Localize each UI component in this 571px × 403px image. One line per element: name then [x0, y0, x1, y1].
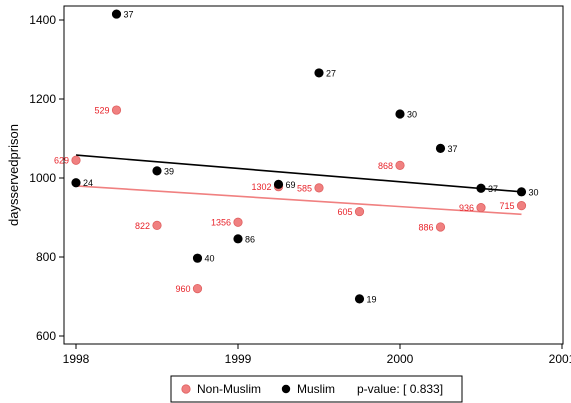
y-axis-title: daysservedprison [6, 124, 21, 226]
muslim-point [395, 109, 405, 119]
legend-non-muslim-marker [181, 384, 191, 394]
non-muslim-point-label: 960 [175, 284, 190, 294]
non-muslim-point-label: 886 [418, 222, 433, 232]
muslim-point-label: 30 [407, 110, 417, 120]
non-muslim-point [152, 220, 162, 230]
x-tick-label: 1999 [225, 352, 252, 366]
legend: Non-Muslim Muslim p-value: [ 0.833] [170, 375, 463, 403]
muslim-point-label: 37 [488, 184, 498, 194]
muslim-point-label: 19 [367, 294, 377, 304]
non-muslim-point [435, 222, 446, 232]
muslim-point [435, 143, 446, 153]
non-muslim-point-label: 936 [459, 203, 474, 213]
muslim-point-label: 24 [83, 178, 93, 188]
muslim-point-label: 27 [326, 68, 336, 78]
fit-lines [75, 154, 522, 216]
fit-line-muslim [75, 154, 522, 193]
fit-line-non-muslim [75, 185, 522, 216]
muslim-point-label: 39 [164, 166, 174, 176]
non-muslim-point [395, 160, 405, 170]
muslim-point [152, 166, 162, 176]
non-muslim-point [192, 283, 203, 294]
muslim-point [71, 178, 81, 188]
muslim-point [476, 183, 486, 193]
muslim-point-label: 37 [124, 10, 134, 20]
y-tick-label: 600 [36, 329, 56, 343]
muslim-point-label: 37 [448, 144, 458, 154]
muslim-point [516, 187, 527, 197]
muslim-point-label: 86 [245, 234, 255, 244]
muslim-point [354, 294, 365, 304]
muslim-point-label: 40 [205, 254, 215, 264]
muslim-point [314, 68, 324, 78]
non-muslim-point [71, 155, 81, 165]
legend-non-muslim-label: Non-Muslim [197, 382, 261, 396]
non-muslim-point-label: 529 [94, 106, 109, 116]
muslim-point-label: 69 [286, 180, 296, 190]
non-muslim-point [111, 105, 122, 115]
y-tick-label: 1000 [29, 171, 56, 185]
non-muslim-point-label: 715 [499, 201, 514, 211]
y-tick-label: 1200 [29, 92, 56, 106]
x-tick-label: 1998 [63, 352, 90, 366]
muslim-point [233, 234, 243, 244]
non-muslim-point [516, 201, 527, 211]
data-points: 629 529 822 960 1356 1302 585 605 868 886 936 715 24… [54, 9, 539, 304]
non-muslim-point-label: 1356 [211, 218, 231, 228]
non-muslim-point [233, 217, 243, 227]
muslim-point [111, 9, 122, 19]
non-muslim-point-label: 822 [135, 221, 150, 231]
legend-box [170, 375, 463, 403]
muslim-point [192, 253, 203, 263]
non-muslim-point-label: 585 [297, 183, 312, 193]
non-muslim-point-label: 1302 [251, 182, 271, 192]
muslim-point-label: 30 [529, 187, 539, 197]
non-muslim-point [354, 206, 365, 217]
legend-muslim-marker [281, 384, 291, 394]
non-muslim-point-label: 868 [378, 161, 393, 171]
legend-p-value: p-value: [ 0.833] [357, 382, 443, 396]
non-muslim-point-label: 629 [54, 156, 69, 166]
y-tick-label: 800 [36, 250, 56, 264]
muslim-point [273, 179, 284, 189]
non-muslim-point-label: 605 [337, 207, 352, 217]
non-muslim-point [476, 203, 486, 213]
plot-frame [63, 5, 564, 345]
legend-muslim-label: Muslim [297, 382, 335, 396]
y-tick-label: 1400 [29, 13, 56, 27]
x-tick-label: 2000 [387, 352, 414, 366]
non-muslim-point [314, 183, 324, 193]
